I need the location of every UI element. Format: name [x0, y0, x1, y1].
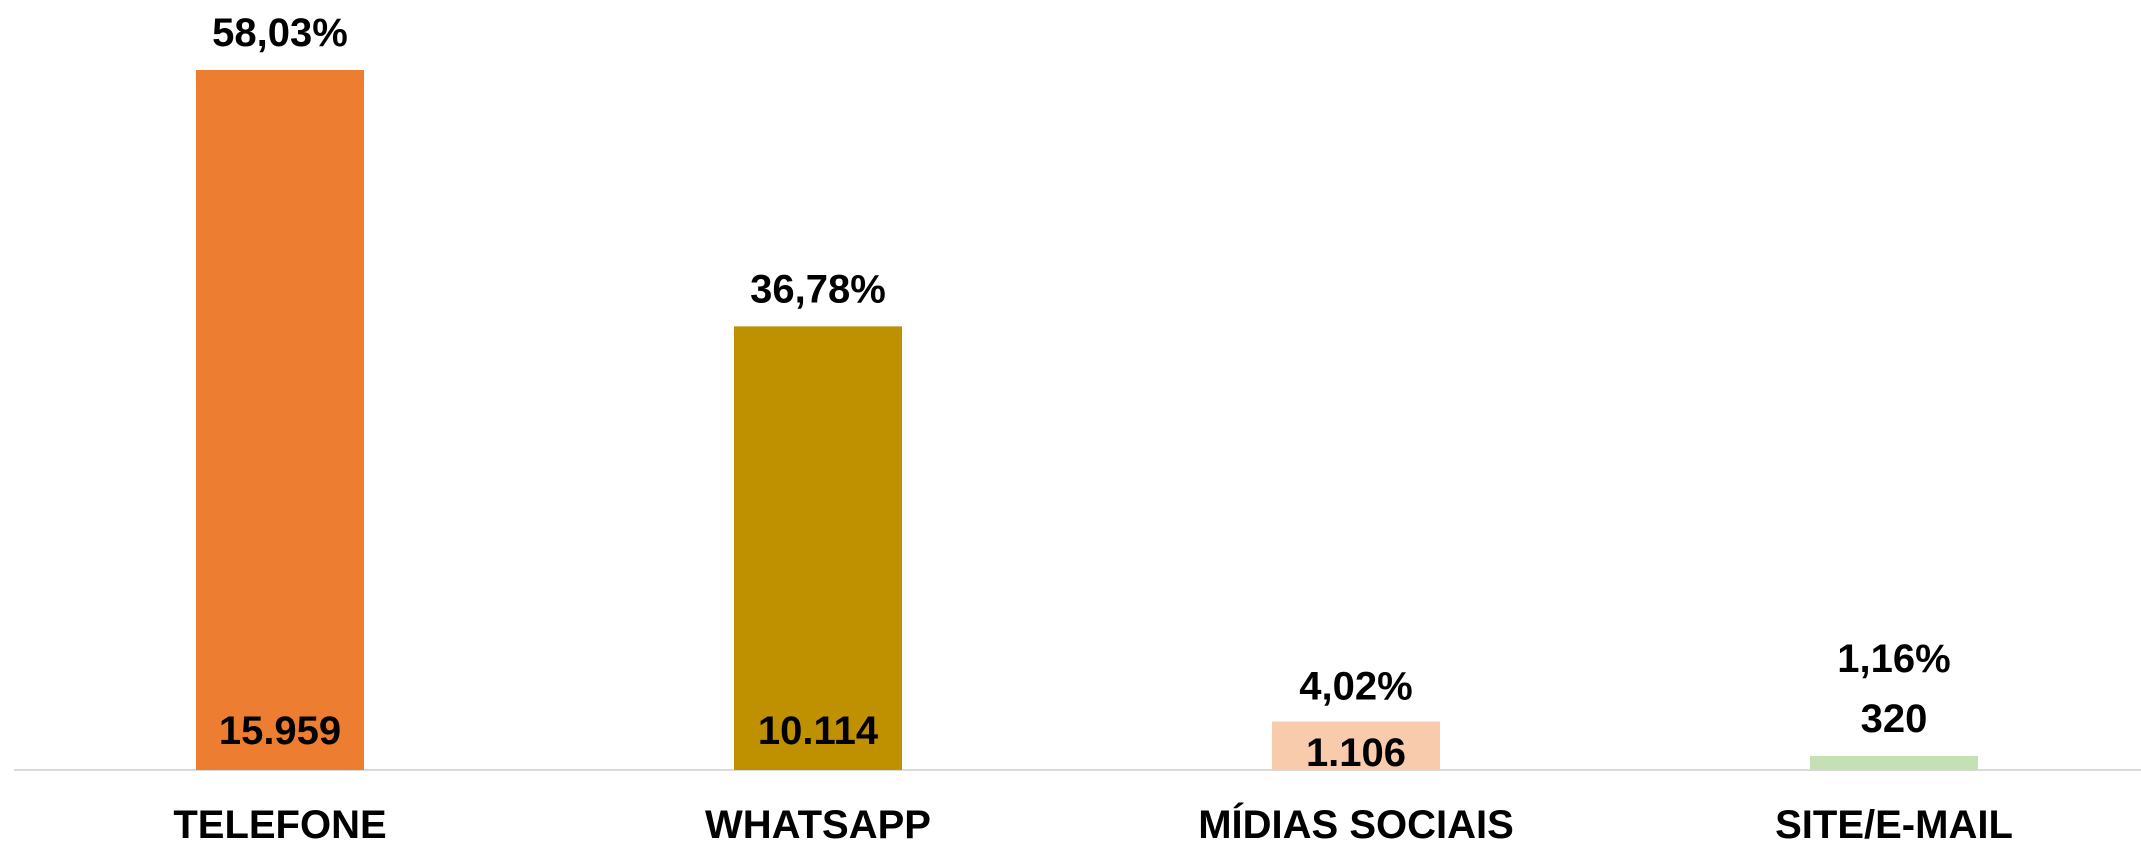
- data-label-percent: 36,78%: [750, 267, 886, 311]
- data-label-value: 10.114: [758, 709, 879, 753]
- bar-telefone: [196, 70, 364, 770]
- x-tick-label: SITE/E-MAIL: [1775, 803, 2013, 842]
- bar-site-e-mail: [1810, 755, 1978, 770]
- data-label-value: 1.106: [1306, 731, 1406, 775]
- x-tick-label: TELEFONE: [173, 803, 386, 842]
- data-label-percent: 1,16%: [1837, 637, 1950, 681]
- data-label-percent: 58,03%: [212, 11, 348, 55]
- bar-m-dias-sociais: [1272, 721, 1440, 770]
- x-tick-label: MÍDIAS SOCIAIS: [1198, 802, 1514, 842]
- x-tick-label: WHATSAPP: [705, 803, 931, 842]
- bars-layer: [196, 70, 1978, 770]
- data-label-value: 15.959: [219, 709, 341, 753]
- labels-layer: 15.959 58,03% TELEFONE 10.114 36,78% WHATSAPP…: [173, 11, 2013, 842]
- data-label-value: 320: [1861, 697, 1928, 741]
- data-label-percent: 4,02%: [1299, 664, 1412, 708]
- bar-whatsapp: [734, 326, 902, 770]
